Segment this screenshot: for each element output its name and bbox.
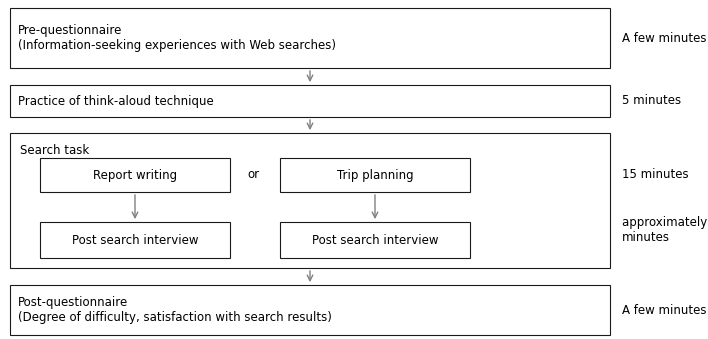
Text: Report writing: Report writing — [93, 168, 177, 181]
Text: A few minutes: A few minutes — [622, 303, 707, 317]
Text: Pre-questionnaire
(Information-seeking experiences with Web searches): Pre-questionnaire (Information-seeking e… — [18, 24, 336, 52]
Text: Post-questionnaire
(Degree of difficulty, satisfaction with search results): Post-questionnaire (Degree of difficulty… — [18, 296, 332, 324]
Text: Trip planning: Trip planning — [337, 168, 413, 181]
Bar — [280, 222, 470, 258]
Bar — [40, 222, 230, 258]
Text: Post search interview: Post search interview — [72, 234, 198, 246]
Text: approximately 30
minutes: approximately 30 minutes — [622, 216, 708, 244]
Text: Post search interview: Post search interview — [312, 234, 438, 246]
Text: Search task: Search task — [20, 144, 89, 157]
Bar — [10, 285, 610, 335]
Text: or: or — [247, 168, 259, 181]
Text: A few minutes: A few minutes — [622, 32, 707, 44]
Text: Practice of think-aloud technique: Practice of think-aloud technique — [18, 95, 214, 107]
Bar — [10, 8, 610, 68]
Text: 5 minutes: 5 minutes — [622, 95, 681, 107]
Bar — [10, 133, 610, 268]
Text: 15 minutes: 15 minutes — [622, 168, 689, 181]
Bar — [10, 85, 610, 117]
Bar — [40, 158, 230, 192]
Bar — [280, 158, 470, 192]
